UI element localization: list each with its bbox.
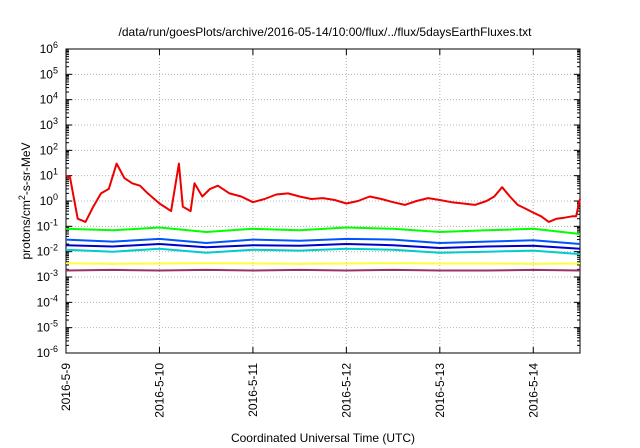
y-tick-label: 100	[40, 192, 58, 208]
y-tick-label: 10-4	[37, 293, 58, 309]
y-tick-labels: 106 105 104 103 102 101 100 10-1 10-2 10-3 10-4 10-…	[37, 40, 58, 360]
y-tick-label: 101	[40, 167, 58, 183]
x-tick-label: 2016-5-14	[526, 363, 540, 418]
y-tick-label: 10-1	[37, 217, 58, 233]
y-tick-label: 10-3	[37, 268, 58, 284]
series-line-1	[65, 226, 581, 235]
y-tick-label: 106	[40, 40, 58, 56]
y-tick-label: 10-6	[37, 344, 58, 360]
series-line-2	[65, 247, 581, 256]
x-tick-label: 2016-5-10	[152, 363, 166, 418]
x-tick-labels: 2016-5-9 2016-5-10 2016-5-11 2016-5-12 2016-…	[59, 363, 540, 418]
y-axis-label-pre: protons/cm	[19, 200, 33, 259]
x-axis-label: Coordinated Universal Time (UTC)	[231, 431, 415, 445]
series-line-5	[65, 268, 581, 272]
series-line-4	[65, 243, 581, 250]
y-tick-label: 104	[40, 91, 58, 107]
chart-title: /data/run/goesPlots/archive/2016-05-14/1…	[119, 25, 533, 39]
y-tick-label: 105	[40, 65, 58, 81]
plot-frame	[65, 48, 581, 354]
tick-marks	[65, 48, 580, 354]
y-axis-label-post: -s-sr-MeV	[19, 142, 33, 195]
y-tick-label: 10-2	[37, 243, 58, 259]
series-line-0	[65, 262, 581, 265]
y-tick-label: 102	[40, 141, 58, 157]
y-axis-label: protons/cm2-s-sr-MeV	[17, 142, 33, 259]
grid-lines	[66, 49, 580, 353]
x-tick-label: 2016-5-13	[433, 363, 447, 418]
series-line-3	[65, 237, 581, 245]
y-tick-label: 10-5	[37, 319, 58, 335]
series-group	[65, 162, 581, 272]
x-tick-label: 2016-5-12	[339, 363, 353, 418]
x-tick-label: 2016-5-11	[246, 363, 260, 417]
series-line-6	[65, 162, 581, 223]
y-tick-label: 103	[40, 116, 58, 132]
x-tick-label: 2016-5-9	[59, 363, 73, 411]
y-axis-label-sup: 2	[17, 195, 27, 200]
